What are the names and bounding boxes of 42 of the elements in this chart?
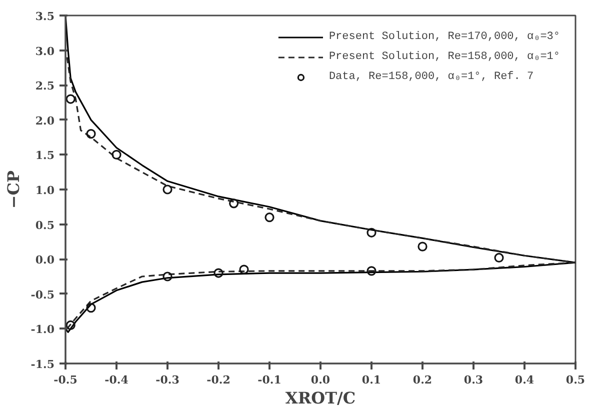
point <box>214 268 224 278</box>
x-tick-label: 0.1 <box>362 374 382 386</box>
y-tick-label: 3.0 <box>35 44 55 58</box>
x-tick-label: -0.4 <box>104 374 129 386</box>
y-tick-label: -1.0 <box>30 323 55 336</box>
point <box>494 252 504 262</box>
point <box>366 266 376 276</box>
x-tick-label: 0.2 <box>412 374 432 386</box>
x-tick-label: 0.3 <box>464 374 484 386</box>
y-tick-label: -0.5 <box>30 288 54 302</box>
x-tick-label: -0.2 <box>206 374 230 386</box>
point <box>86 129 96 139</box>
x-tick-label: 0.5 <box>566 374 586 386</box>
x-tick-label: -0.3 <box>156 374 180 386</box>
x-tick-label: -0.1 <box>258 374 282 386</box>
point <box>229 198 239 208</box>
point <box>418 242 428 252</box>
x-tick-label: 0.0 <box>310 374 330 386</box>
point <box>112 150 122 160</box>
point <box>86 303 96 313</box>
y-tick-label: 1.0 <box>35 184 55 197</box>
x-tick-label: -0.5 <box>54 374 78 386</box>
legend-label: Data, Re=158,000, α₀=1°, Ref. 7 <box>328 71 534 83</box>
y-tick-label: 1.5 <box>35 149 55 162</box>
x-axis-title: XROT/C <box>285 388 356 408</box>
point <box>162 272 172 282</box>
point <box>66 320 76 330</box>
legend-label: Present Solution, Re=158,000, α₀=1° <box>328 51 560 63</box>
point <box>162 184 172 194</box>
legend-label: Present Solution, Re=170,000, α₀=3° <box>328 31 560 43</box>
y-tick-label: 0.5 <box>35 218 55 232</box>
y-tick-label: 2.5 <box>35 80 55 93</box>
point <box>239 264 249 274</box>
y-tick-label: 2.0 <box>35 114 55 128</box>
point <box>264 212 274 222</box>
point <box>66 94 76 104</box>
y-tick-label: 0.0 <box>35 254 55 267</box>
y-tick-label: 3.5 <box>35 10 55 23</box>
y-tick-label: -1.5 <box>30 358 54 371</box>
y-axis-title: −CP <box>4 170 23 209</box>
point <box>366 228 376 238</box>
x-tick-label: 0.4 <box>514 374 534 386</box>
